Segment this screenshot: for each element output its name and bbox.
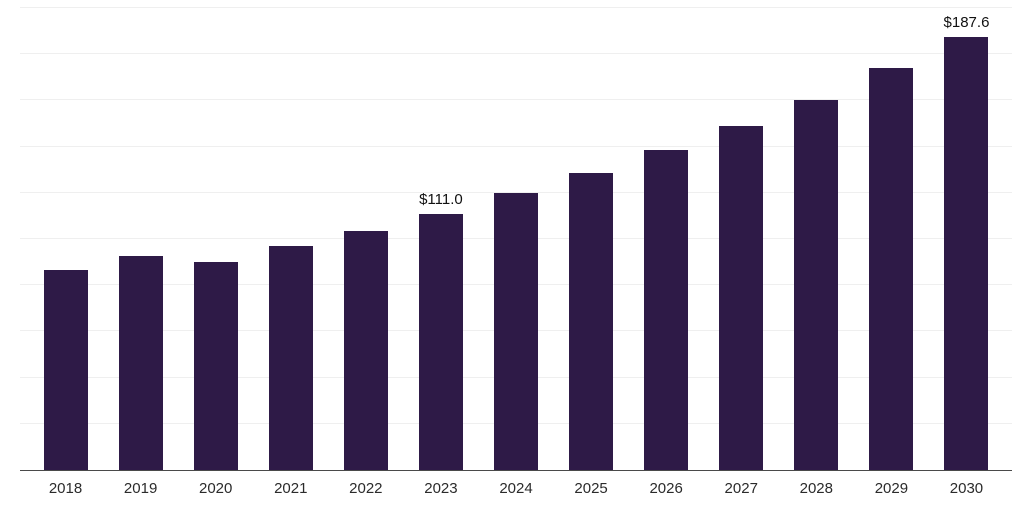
bar-column [629, 8, 704, 470]
x-axis: 2018 2019 2020 2021 2022 2023 2024 2025 2026 2027… [20, 471, 1012, 504]
bar [193, 262, 238, 470]
bar [418, 214, 463, 470]
x-tick-label: 2027 [724, 480, 758, 497]
bar [719, 126, 764, 470]
x-tick-label: 2026 [649, 480, 683, 497]
bar-value-label: $187.6 [943, 14, 990, 31]
bar [118, 256, 163, 470]
bar-column [178, 8, 253, 470]
x-tick-label: 2019 [123, 480, 158, 497]
plot-area: $111.0 $187.6 [20, 7, 1012, 471]
bar-column [478, 8, 553, 470]
bar-value-label: $111.0 [419, 191, 463, 208]
gridline [20, 99, 1012, 100]
x-tick-label: 2022 [349, 480, 383, 497]
x-tick-label: 2023 [424, 480, 458, 497]
bar-chart: $111.0 $187.6 2018 2019 2020 2021 2022 2023 202… [20, 7, 1012, 504]
bar [343, 231, 388, 470]
gridline [20, 146, 1012, 147]
bar-column [554, 8, 629, 470]
bar [944, 37, 989, 470]
bar-column [328, 8, 403, 470]
columns: $111.0 $187.6 [20, 8, 1012, 470]
gridline [20, 192, 1012, 193]
gridline [20, 7, 1012, 8]
bar [43, 270, 88, 470]
x-tick-label: 2025 [574, 480, 608, 497]
x-tick-label: 2029 [874, 480, 909, 497]
bar [794, 100, 839, 470]
x-tick-label: 2021 [274, 480, 308, 497]
bar-column [103, 8, 178, 470]
bar-column [854, 8, 929, 470]
gridline [20, 53, 1012, 54]
bar-column [779, 8, 854, 470]
bar [494, 193, 538, 470]
bar [644, 150, 689, 470]
bar-column [704, 8, 779, 470]
bar [268, 246, 313, 470]
bar-column: $111.0 [403, 8, 478, 470]
bar [869, 68, 914, 470]
bar-column: $187.6 [929, 8, 1004, 470]
x-tick-label: 2030 [949, 480, 984, 497]
x-tick-label: 2020 [199, 480, 233, 497]
bar-column [253, 8, 328, 470]
x-tick-label: 2028 [799, 480, 833, 497]
x-tick-label: 2024 [499, 480, 533, 497]
bar [569, 173, 614, 470]
x-tick-label: 2018 [48, 480, 83, 497]
bar-column [28, 8, 103, 470]
